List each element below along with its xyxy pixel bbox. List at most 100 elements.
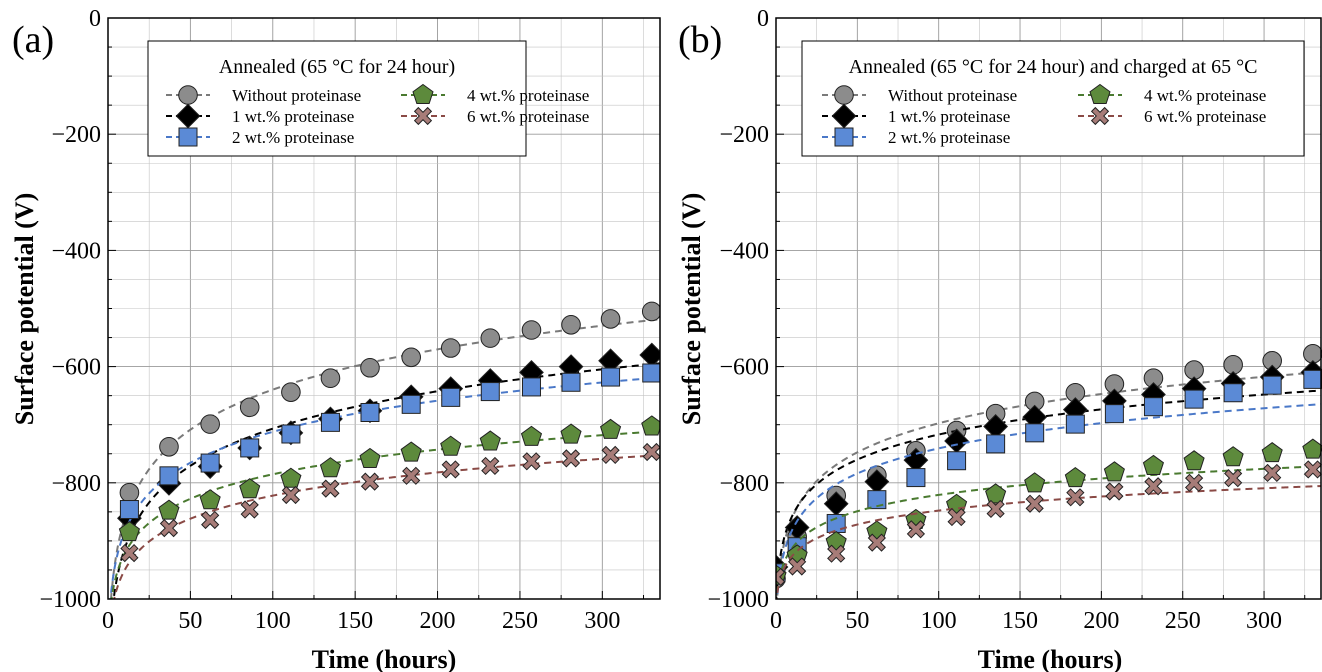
data-point bbox=[1066, 488, 1085, 507]
data-point bbox=[280, 467, 302, 488]
y-tick-label: −800 bbox=[719, 471, 769, 497]
x-tick-label: 0 bbox=[102, 608, 114, 634]
y-tick-label: −1000 bbox=[707, 587, 769, 613]
data-point bbox=[600, 309, 621, 329]
y-tick-label: −1000 bbox=[39, 587, 101, 613]
legend-label: 2 wt.% proteinase bbox=[888, 128, 1010, 147]
y-tick-label: −400 bbox=[719, 238, 769, 264]
data-point bbox=[1302, 438, 1322, 459]
data-point bbox=[281, 424, 301, 444]
legend-marker bbox=[1089, 83, 1111, 104]
data-point bbox=[906, 468, 926, 488]
legend-label: 2 wt.% proteinase bbox=[232, 128, 354, 147]
legend-title: Annealed (65 °C for 24 hour) and charged… bbox=[849, 56, 1258, 78]
series-fit-line bbox=[112, 362, 660, 599]
data-point bbox=[1262, 375, 1282, 395]
y-tick-label: −200 bbox=[719, 122, 769, 148]
series-fit-line bbox=[110, 430, 660, 599]
legend-marker bbox=[412, 83, 434, 104]
data-point bbox=[561, 449, 581, 468]
legend-label: 6 wt.% proteinase bbox=[467, 107, 589, 126]
legend-item: 2 wt.% proteinase bbox=[166, 127, 354, 147]
data-point bbox=[599, 418, 622, 439]
legend: Annealed (65 °C for 24 hour) Without pro… bbox=[147, 40, 589, 157]
x-tick-label: 100 bbox=[921, 608, 957, 634]
data-point bbox=[201, 510, 220, 530]
legend-items: Without proteinase 1 wt.% proteinase 2 wt.… bbox=[822, 83, 1266, 147]
data-point bbox=[1261, 442, 1283, 463]
data-point bbox=[402, 466, 421, 485]
data-point bbox=[601, 445, 620, 465]
data-point bbox=[119, 500, 139, 520]
data-point bbox=[826, 513, 846, 533]
legend-items: Without proteinase 1 wt.% proteinase 2 wt.… bbox=[166, 83, 589, 147]
data-point bbox=[159, 436, 179, 457]
legend-item: Without proteinase bbox=[166, 85, 361, 105]
data-point bbox=[159, 466, 179, 486]
x-axis-label: Time (hours) bbox=[978, 645, 1123, 672]
data-point bbox=[1065, 414, 1085, 434]
data-point bbox=[320, 368, 341, 389]
data-point bbox=[319, 457, 342, 478]
data-point bbox=[239, 397, 260, 418]
data-point bbox=[985, 483, 1007, 504]
data-point bbox=[1224, 469, 1243, 488]
data-point bbox=[776, 567, 786, 587]
axis-ticks: 0 50 100 150 200 250 300 0 −200 −400 −600 −800 −1000 bbox=[39, 6, 645, 634]
y-tick-label: −200 bbox=[51, 122, 101, 148]
data-point bbox=[239, 478, 261, 499]
data-point bbox=[1025, 494, 1044, 513]
legend-label: 1 wt.% proteinase bbox=[888, 107, 1010, 126]
data-point bbox=[200, 414, 220, 434]
x-tick-label: 250 bbox=[1165, 608, 1201, 634]
plot-frame bbox=[775, 17, 1322, 600]
data-point bbox=[120, 543, 139, 563]
legend-item: 4 wt.% proteinase bbox=[401, 83, 589, 105]
plot-frame bbox=[107, 17, 661, 600]
data-point bbox=[321, 479, 340, 498]
legend-item: 1 wt.% proteinase bbox=[822, 103, 1010, 129]
data-point bbox=[281, 485, 301, 505]
data-point bbox=[986, 434, 1006, 454]
legend-title: Annealed (65 °C for 24 hour) bbox=[219, 56, 455, 78]
x-tick-label: 300 bbox=[1246, 608, 1282, 634]
legend-item: 6 wt.% proteinase bbox=[401, 106, 589, 126]
data-point bbox=[119, 482, 140, 503]
data-series bbox=[776, 344, 1322, 599]
data-point bbox=[521, 320, 542, 340]
y-tick-label: 0 bbox=[89, 6, 101, 32]
data-point bbox=[1103, 461, 1125, 482]
legend-label: Without proteinase bbox=[232, 86, 361, 105]
x-tick-label: 150 bbox=[1002, 608, 1038, 634]
data-point bbox=[827, 544, 846, 563]
data-point bbox=[359, 447, 381, 468]
y-axis-label: Surface potential (V) bbox=[677, 193, 706, 426]
data-point bbox=[159, 519, 179, 538]
data-point bbox=[441, 387, 461, 407]
panel-label: (a) bbox=[12, 19, 54, 61]
x-tick-label: 300 bbox=[584, 608, 620, 634]
data-point bbox=[1184, 389, 1204, 409]
legend-marker bbox=[834, 85, 854, 105]
data-point bbox=[947, 451, 967, 471]
data-point bbox=[520, 425, 543, 446]
data-point bbox=[561, 314, 581, 335]
data-point bbox=[200, 453, 220, 473]
data-point bbox=[360, 357, 380, 378]
data-point bbox=[320, 412, 340, 432]
data-point bbox=[360, 472, 380, 491]
data-point bbox=[441, 460, 460, 479]
data-point bbox=[440, 435, 462, 456]
data-point bbox=[118, 521, 140, 542]
data-point bbox=[400, 441, 422, 462]
data-point bbox=[1142, 454, 1165, 475]
y-tick-label: −600 bbox=[719, 355, 769, 381]
data-point bbox=[642, 363, 660, 383]
panel-a: (a) 0 50 100 150 200 250 300 0 −200 −400 −600 −800 −… bbox=[10, 6, 661, 672]
data-point bbox=[158, 499, 180, 520]
y-tick-label: −400 bbox=[51, 238, 101, 264]
legend-item: 2 wt.% proteinase bbox=[822, 127, 1010, 147]
legend-item: 4 wt.% proteinase bbox=[1078, 83, 1266, 105]
panel-b: (b) 0 50 100 150 200 250 300 0 −200 −400 −600 −800 −… bbox=[677, 6, 1322, 672]
